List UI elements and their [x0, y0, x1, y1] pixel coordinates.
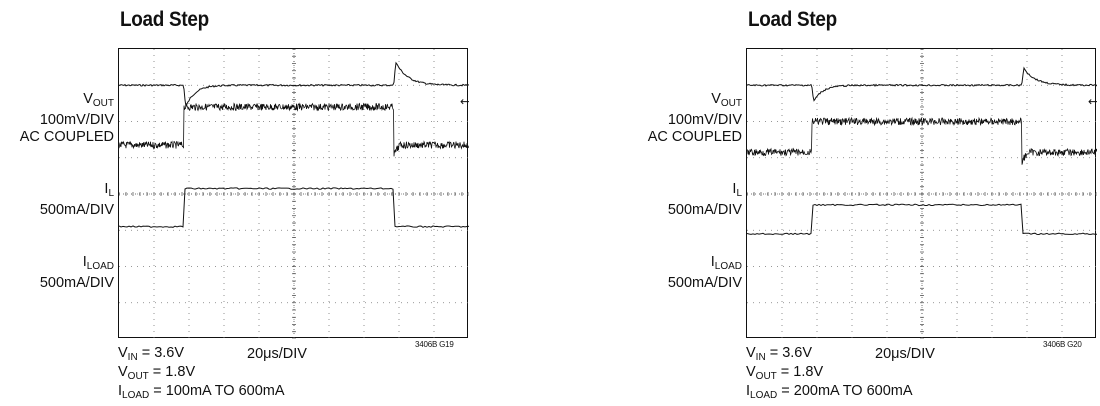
- channel-sub: L: [736, 188, 742, 199]
- il-channel-label: IL 500mA/DIV: [40, 181, 114, 219]
- cond-text: = 200mA TO 600mA: [777, 383, 913, 399]
- cond-sub: LOAD: [122, 390, 150, 401]
- channel-scale: 500mA/DIV: [39, 202, 114, 218]
- cond-text: = 3.6V: [765, 345, 813, 361]
- trace-il: [119, 102, 469, 157]
- channel-sub: OUT: [720, 98, 742, 109]
- cond-sub: OUT: [755, 371, 777, 382]
- scope-svg: ←: [747, 49, 1097, 339]
- chart-title: Load Step: [748, 8, 837, 31]
- channel-coupling: AC COUPLED: [647, 129, 742, 145]
- iload-channel-label: ILOAD 500mA/DIV: [668, 254, 742, 292]
- scope-svg: ←: [119, 49, 469, 339]
- channel-scale: 500mA/DIV: [39, 275, 114, 291]
- channel-scale: 100mV/DIV: [39, 112, 114, 128]
- channel-name: I: [710, 254, 715, 270]
- ground-marker: ←: [460, 94, 469, 108]
- trace-iload: [747, 203, 1097, 236]
- cond-sub: OUT: [127, 371, 149, 382]
- cond-text: = 100mA TO 600mA: [149, 383, 285, 399]
- cond-name: I: [118, 383, 123, 399]
- channel-name: I: [104, 181, 109, 197]
- iload-channel-label: ILOAD 500mA/DIV: [40, 254, 114, 292]
- cond-name: I: [746, 383, 751, 399]
- cond-text: = 1.8V: [148, 364, 196, 380]
- condition-vin: VIN = 3.6V: [118, 345, 184, 366]
- vout-channel-label: VOUT 100mV/DIV AC COUPLED: [20, 91, 114, 146]
- condition-vin: VIN = 3.6V: [746, 345, 812, 366]
- channel-name: I: [732, 181, 737, 197]
- condition-iload: ILOAD = 200mA TO 600mA: [746, 383, 913, 404]
- cond-sub: IN: [127, 352, 138, 363]
- load-step-panel-2: Load Step VOUT 100mV/DIV AC COUPLED IL 5…: [628, 0, 1100, 406]
- channel-sub: L: [108, 188, 114, 199]
- il-channel-label: IL 500mA/DIV: [668, 181, 742, 219]
- channel-name: V: [711, 91, 721, 107]
- chart-title: Load Step: [120, 8, 209, 31]
- cond-sub: LOAD: [750, 390, 778, 401]
- channel-sub: LOAD: [86, 261, 114, 272]
- cond-name: V: [746, 345, 756, 361]
- condition-vout: VOUT = 1.8V: [118, 364, 195, 385]
- figure-id: 3406B G19: [415, 340, 454, 349]
- cond-name: V: [118, 364, 128, 380]
- cond-text: = 3.6V: [137, 345, 185, 361]
- condition-iload: ILOAD = 100mA TO 600mA: [118, 383, 285, 404]
- cond-name: V: [746, 364, 756, 380]
- oscilloscope-plot: ←: [746, 48, 1097, 339]
- load-step-panel-1: Load Step VOUT 100mV/DIV AC COUPLED IL 5…: [0, 0, 490, 406]
- time-division-label: 20μs/DIV: [875, 346, 935, 362]
- ground-marker: ←: [1088, 94, 1097, 108]
- channel-sub: LOAD: [714, 261, 742, 272]
- channel-sub: OUT: [92, 98, 114, 109]
- oscilloscope-plot: ←: [118, 48, 469, 339]
- trace-vout: [747, 66, 1097, 102]
- channel-coupling: AC COUPLED: [19, 129, 114, 145]
- channel-name: V: [83, 91, 93, 107]
- channel-scale: 500mA/DIV: [667, 275, 742, 291]
- time-division-label: 20μs/DIV: [247, 346, 307, 362]
- vout-channel-label: VOUT 100mV/DIV AC COUPLED: [648, 91, 742, 146]
- figure-id: 3406B G20: [1043, 340, 1082, 349]
- trace-vout: [119, 61, 469, 109]
- channel-scale: 100mV/DIV: [667, 112, 742, 128]
- trace-iload: [119, 187, 469, 228]
- cond-sub: IN: [755, 352, 766, 363]
- condition-vout: VOUT = 1.8V: [746, 364, 823, 385]
- trace-il: [747, 116, 1097, 165]
- channel-name: I: [82, 254, 87, 270]
- channel-scale: 500mA/DIV: [667, 202, 742, 218]
- cond-name: V: [118, 345, 128, 361]
- cond-text: = 1.8V: [776, 364, 824, 380]
